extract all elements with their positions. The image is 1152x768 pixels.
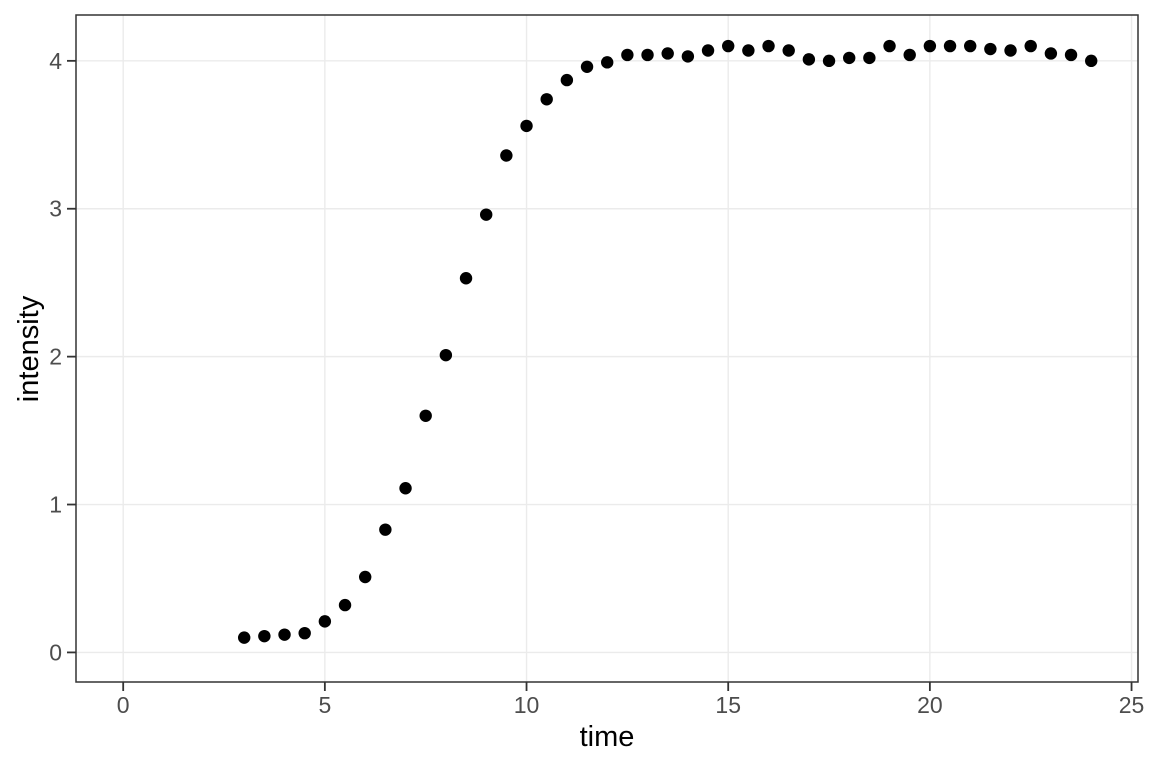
x-tick-label: 5: [318, 692, 331, 718]
data-point: [883, 39, 896, 53]
data-point: [500, 149, 513, 162]
data-points: [237, 39, 1098, 644]
data-point: [580, 60, 594, 73]
data-point: [661, 47, 674, 60]
data-point: [1004, 44, 1017, 57]
data-point: [278, 628, 291, 641]
data-point: [379, 523, 392, 536]
x-tick-label: 0: [117, 692, 130, 718]
panel-border: [75, 14, 1139, 683]
data-point: [621, 48, 634, 62]
data-point: [560, 73, 574, 87]
data-point: [439, 348, 453, 362]
data-point: [782, 44, 795, 57]
data-point: [1085, 54, 1098, 68]
gridlines: [76, 15, 1138, 682]
data-point: [701, 44, 715, 57]
data-point: [1064, 48, 1078, 62]
data-point: [903, 48, 916, 62]
data-point: [540, 93, 553, 106]
data-point: [822, 54, 836, 68]
data-point: [318, 615, 332, 628]
data-point: [943, 39, 957, 53]
data-point: [479, 208, 493, 221]
y-tick-label: 4: [49, 48, 62, 74]
data-point: [237, 631, 251, 644]
data-point: [399, 482, 412, 495]
axis-tick-labels: 0 5 10 15 20 25 0 1 2 3 4: [49, 48, 1144, 718]
data-point: [419, 409, 432, 422]
data-point: [964, 39, 977, 53]
x-tick-label: 15: [715, 692, 741, 718]
x-tick-label: 25: [1119, 692, 1145, 718]
y-tick-label: 2: [49, 344, 62, 370]
data-point: [843, 51, 856, 65]
data-point: [459, 272, 473, 285]
data-point: [762, 39, 775, 53]
y-tick-label: 0: [49, 639, 62, 665]
y-tick-label: 1: [49, 492, 62, 518]
data-point: [1044, 47, 1058, 60]
data-point: [298, 626, 311, 640]
data-point: [722, 39, 735, 53]
x-tick-label: 10: [514, 692, 540, 718]
data-point: [863, 51, 876, 65]
data-point: [742, 44, 755, 57]
data-point: [923, 39, 937, 53]
data-point: [802, 53, 816, 66]
x-tick-label: 20: [917, 692, 943, 718]
data-point: [1024, 39, 1037, 53]
data-point: [258, 629, 271, 643]
data-point: [358, 570, 372, 584]
data-point: [681, 50, 695, 63]
data-point: [984, 42, 997, 56]
axis-ticks: [67, 59, 1133, 691]
data-point: [641, 48, 654, 62]
data-point: [520, 119, 533, 133]
y-tick-label: 3: [49, 196, 62, 222]
x-axis-title: time: [580, 721, 635, 753]
y-axis-title: intensity: [13, 295, 45, 402]
data-point: [601, 56, 614, 69]
data-point: [338, 598, 352, 612]
